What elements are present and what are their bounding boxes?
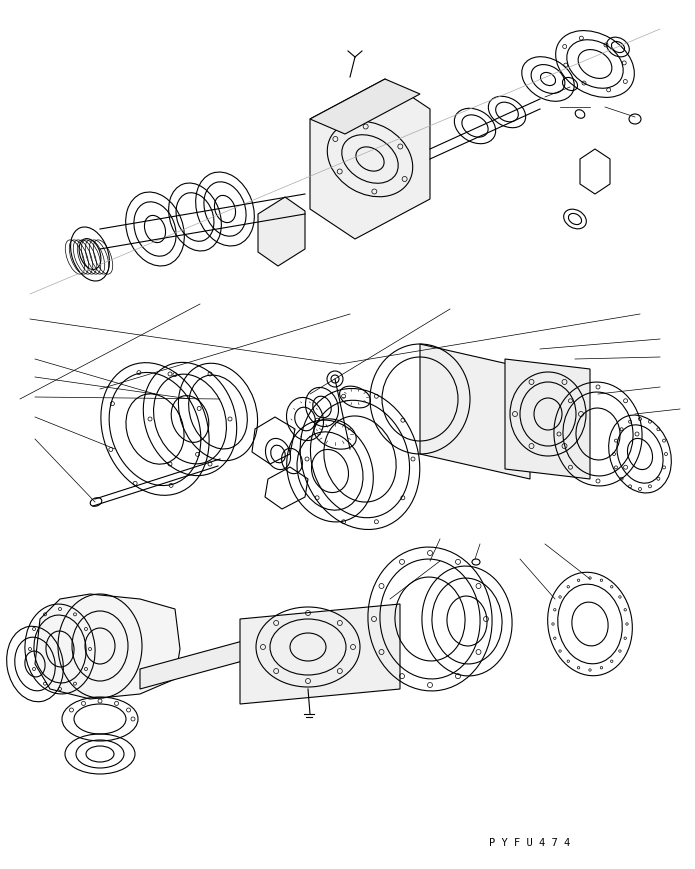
- Polygon shape: [310, 80, 420, 135]
- Polygon shape: [240, 604, 400, 704]
- Polygon shape: [140, 640, 250, 689]
- Polygon shape: [35, 594, 180, 700]
- Polygon shape: [420, 345, 530, 480]
- Text: P Y F U 4 7 4: P Y F U 4 7 4: [489, 838, 570, 847]
- Polygon shape: [310, 80, 430, 240]
- Polygon shape: [258, 198, 305, 267]
- Polygon shape: [505, 360, 590, 480]
